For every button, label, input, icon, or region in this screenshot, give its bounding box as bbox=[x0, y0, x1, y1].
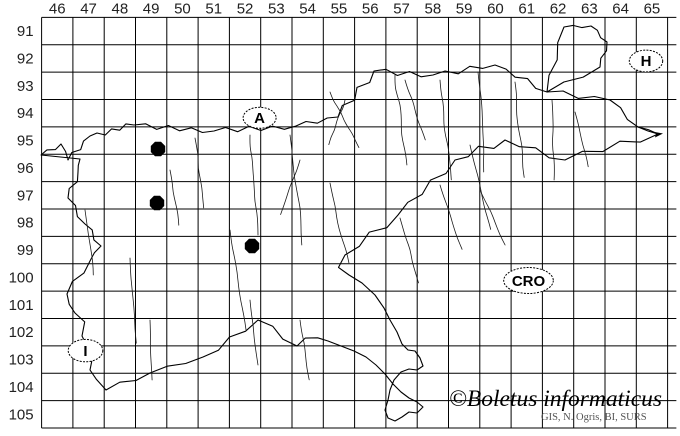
svg-text:95: 95 bbox=[17, 133, 34, 150]
svg-text:CRO: CRO bbox=[512, 273, 546, 290]
svg-text:54: 54 bbox=[299, 0, 316, 17]
svg-text:91: 91 bbox=[17, 23, 34, 40]
svg-text:56: 56 bbox=[362, 0, 379, 17]
svg-text:64: 64 bbox=[612, 0, 629, 17]
svg-text:98: 98 bbox=[17, 215, 34, 232]
svg-text:46: 46 bbox=[49, 0, 66, 17]
svg-text:60: 60 bbox=[487, 0, 504, 17]
svg-text:A: A bbox=[254, 110, 265, 127]
svg-text:105: 105 bbox=[9, 406, 34, 423]
svg-text:62: 62 bbox=[550, 0, 567, 17]
svg-text:58: 58 bbox=[425, 0, 442, 17]
svg-text:57: 57 bbox=[393, 0, 410, 17]
svg-text:97: 97 bbox=[17, 187, 34, 204]
svg-text:51: 51 bbox=[205, 0, 222, 17]
svg-text:93: 93 bbox=[17, 78, 34, 95]
svg-text:100: 100 bbox=[9, 269, 34, 286]
svg-text:48: 48 bbox=[112, 0, 129, 17]
svg-text:99: 99 bbox=[17, 242, 34, 259]
svg-text:55: 55 bbox=[331, 0, 348, 17]
svg-text:52: 52 bbox=[237, 0, 254, 17]
svg-text:65: 65 bbox=[644, 0, 661, 17]
svg-text:49: 49 bbox=[143, 0, 160, 17]
svg-text:92: 92 bbox=[17, 50, 34, 67]
svg-text:I: I bbox=[83, 343, 87, 360]
svg-text:53: 53 bbox=[268, 0, 285, 17]
svg-text:63: 63 bbox=[581, 0, 598, 17]
svg-text:GIS, N. Ogris, BI, SURS: GIS, N. Ogris, BI, SURS bbox=[541, 412, 647, 423]
svg-text:50: 50 bbox=[174, 0, 191, 17]
svg-text:©Boletus informaticus: ©Boletus informaticus bbox=[449, 386, 662, 412]
svg-text:104: 104 bbox=[9, 379, 34, 396]
svg-text:102: 102 bbox=[9, 324, 34, 341]
svg-text:61: 61 bbox=[518, 0, 535, 17]
svg-text:47: 47 bbox=[80, 0, 97, 17]
svg-text:94: 94 bbox=[17, 105, 34, 122]
svg-text:H: H bbox=[641, 53, 652, 70]
svg-text:59: 59 bbox=[456, 0, 473, 17]
svg-text:103: 103 bbox=[9, 352, 34, 369]
svg-text:96: 96 bbox=[17, 160, 34, 177]
svg-text:101: 101 bbox=[9, 297, 34, 314]
